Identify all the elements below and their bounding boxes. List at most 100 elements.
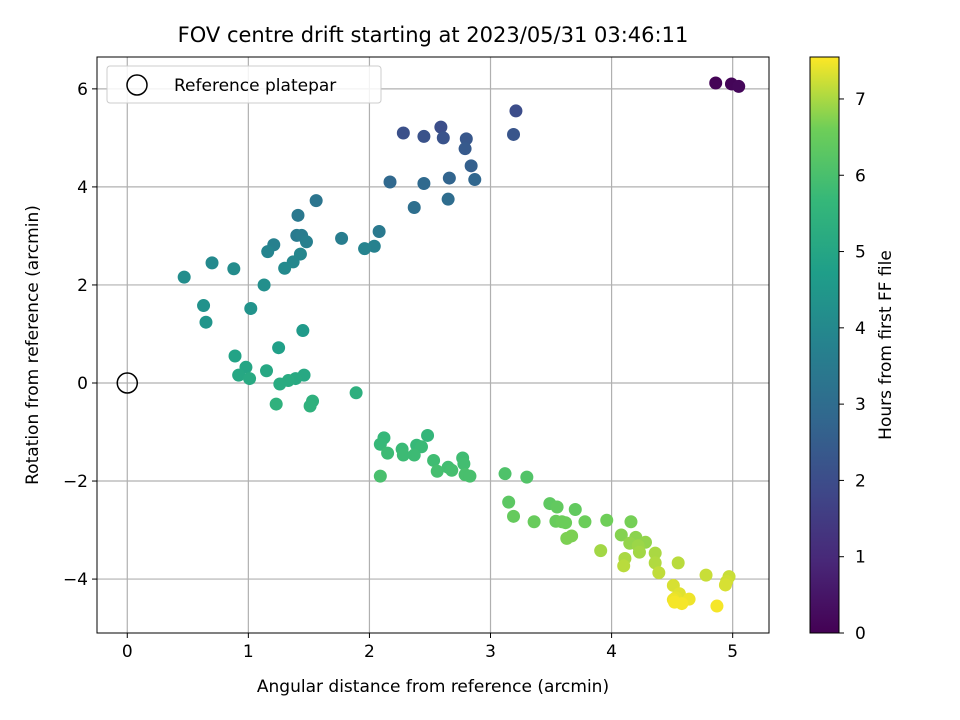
grid: [97, 57, 769, 633]
data-point: [349, 386, 363, 400]
y-tick-label: 2: [77, 276, 88, 296]
data-point: [463, 469, 477, 483]
x-axis-label: Angular distance from reference (arcmin): [257, 677, 609, 697]
reference-platepar-marker: [116, 372, 139, 394]
data-point: [502, 495, 516, 509]
data-point: [177, 270, 191, 284]
data-point: [600, 513, 614, 527]
data-point: [244, 301, 258, 315]
data-point: [197, 299, 211, 313]
data-point: [671, 556, 685, 570]
data-point: [559, 516, 573, 530]
data-point: [632, 545, 646, 559]
x-tick-label: 4: [606, 642, 617, 662]
data-point: [464, 159, 478, 173]
data-point: [417, 129, 431, 143]
data-point: [260, 364, 274, 378]
data-point: [594, 544, 608, 558]
data-point: [296, 324, 310, 338]
y-tick-label: −4: [63, 570, 88, 590]
data-point: [617, 559, 631, 573]
x-tick-label: 1: [243, 642, 254, 662]
data-point: [507, 127, 521, 141]
data-point: [232, 368, 246, 382]
data-point: [269, 397, 283, 411]
data-point: [373, 437, 387, 451]
data-point: [273, 377, 287, 391]
data-point: [436, 131, 450, 145]
data-point: [335, 231, 349, 245]
data-point: [199, 315, 213, 329]
legend-box: [106, 65, 382, 104]
data-point: [396, 448, 410, 462]
colorbar-tick-label: 3: [855, 395, 866, 415]
colorbar-tick-label: 2: [855, 471, 866, 491]
data-point: [709, 76, 723, 90]
data-point: [358, 242, 372, 256]
data-point: [272, 341, 286, 355]
colorbar-tick-label: 7: [855, 90, 866, 110]
data-point: [498, 467, 512, 481]
data-point: [527, 515, 541, 529]
x-tick-label: 2: [364, 642, 375, 662]
colorbar-label: Hours from first FF file: [876, 250, 896, 440]
data-point: [520, 470, 534, 484]
colorbar-tick-label: 0: [855, 624, 866, 644]
data-point: [243, 372, 257, 386]
legend: Reference platepar: [106, 65, 382, 104]
data-point: [373, 469, 387, 483]
data-point: [568, 502, 582, 516]
data-point: [442, 171, 456, 185]
data-point: [303, 399, 317, 413]
x-tick-label: 3: [485, 642, 496, 662]
colorbar: 0 1 2 3 4 5 6 7 Hours from first FF file: [809, 56, 896, 644]
data-point: [675, 597, 689, 611]
colorbar-ticks: 0 1 2 3 4 5 6 7: [839, 90, 866, 644]
data-point: [578, 515, 592, 529]
data-point: [624, 515, 638, 529]
data-point: [445, 463, 459, 477]
x-tick-label: 5: [727, 642, 738, 662]
y-tick-label: 0: [77, 374, 88, 394]
data-point: [291, 208, 305, 222]
data-point: [396, 126, 410, 140]
colorbar-tick-label: 5: [855, 243, 866, 263]
colorbar-tick-label: 1: [855, 548, 866, 568]
legend-label-reference: Reference platepar: [174, 76, 336, 96]
data-point: [509, 104, 523, 118]
data-point: [427, 453, 441, 467]
y-axis-label: Rotation from reference (arcmin): [23, 205, 43, 485]
data-point: [381, 446, 395, 460]
data-point: [732, 79, 746, 93]
data-point: [407, 448, 421, 462]
y-tick-label: 6: [77, 80, 88, 100]
data-point: [430, 464, 444, 478]
data-point: [407, 200, 421, 214]
data-point: [421, 428, 435, 442]
data-point: [228, 349, 242, 363]
data-point: [507, 509, 521, 523]
legend-marker-reference: [126, 74, 148, 96]
data-point: [434, 120, 448, 134]
colorbar-gradient: [809, 56, 840, 634]
data-point: [205, 256, 219, 270]
data-points: [116, 76, 746, 613]
x-tick-label: 0: [122, 642, 133, 662]
data-point: [648, 556, 662, 570]
data-point: [372, 225, 386, 239]
data-point: [278, 261, 292, 275]
data-point: [614, 528, 628, 542]
colorbar-tick-label: 6: [855, 166, 866, 186]
data-point: [652, 566, 666, 580]
x-axis-ticks: 0 1 2 3 4 5: [122, 633, 738, 662]
data-point: [718, 578, 732, 592]
data-point: [299, 235, 313, 249]
data-point: [560, 531, 574, 545]
data-point: [699, 568, 713, 582]
data-point: [710, 599, 724, 613]
data-point: [309, 194, 323, 208]
data-point: [257, 278, 271, 292]
plot-frame: [96, 56, 770, 634]
data-point: [417, 176, 431, 190]
